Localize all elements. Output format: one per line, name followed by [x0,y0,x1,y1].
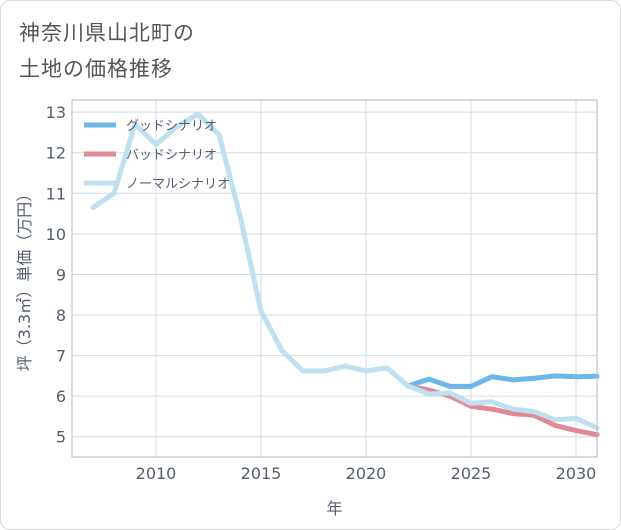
y-tick-label: 8 [56,306,66,325]
x-tick-label: 2020 [346,464,387,483]
plot-border [71,99,598,458]
axes: 5 6 7 8 9 10 11 12 13 2010 2015 2020 2025 2030 [46,99,598,483]
series-line-2 [90,111,600,431]
series-lines [90,111,600,438]
chart-title-line-1: 神奈川県山北町の [19,21,195,45]
x-tick-label: 2030 [556,464,597,483]
y-tick-label: 5 [56,428,66,447]
y-tick-label: 13 [46,103,66,122]
x-tick-label: 2015 [241,464,282,483]
series-line-0 [405,373,600,389]
x-tick-label: 2010 [136,464,177,483]
legend-label: バッドシナリオ [126,148,217,163]
legend-label: ノーマルシナリオ [126,177,230,192]
x-tick-label: 2025 [451,464,492,483]
y-tick-label: 12 [46,144,66,163]
y-tick-label: 11 [46,184,66,203]
y-tick-label: 10 [46,225,66,244]
legend-label: グッドシナリオ [126,119,217,134]
chart-title-line-2: 土地の価格推移 [19,57,173,81]
grid-lines [72,100,597,457]
y-tick-label: 6 [56,387,66,406]
y-tick-label: 7 [56,347,66,366]
x-axis-label: 年 [326,499,342,518]
y-axis-label: 坪（3.3㎡）単価（万円） [15,186,34,371]
chart-title: 神奈川県山北町の 土地の価格推移 [19,15,419,87]
y-tick-label: 9 [56,265,66,284]
